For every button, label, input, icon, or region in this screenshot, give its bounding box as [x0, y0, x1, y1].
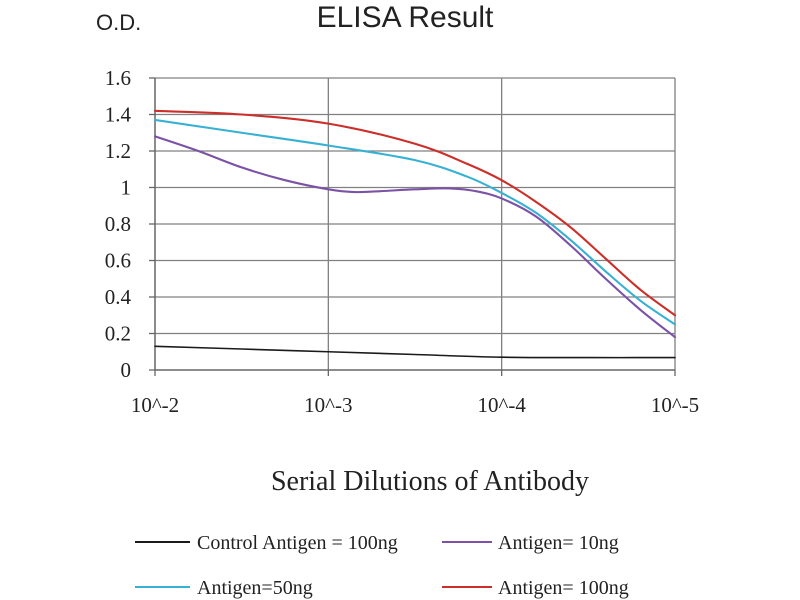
axes-layer: [149, 77, 676, 376]
legend-label: Control Antigen = 100ng: [197, 532, 398, 554]
y-tick-label: 0.2: [105, 322, 131, 346]
legend: Control Antigen = 100ng Antigen= 10ng Anti…: [135, 532, 629, 599]
legend-label: Antigen= 10ng: [498, 532, 619, 554]
chart-title: ELISA Result: [317, 1, 494, 34]
y-tick-label: 0.6: [105, 249, 131, 273]
series-line: [153, 118, 677, 326]
y-tick-label: 1.4: [105, 103, 132, 127]
y-tick-label: 1.6: [105, 66, 131, 90]
y-tick-label: 0: [121, 358, 132, 382]
legend-label: Antigen= 100ng: [498, 577, 629, 599]
y-tick-label: 0.8: [105, 212, 131, 236]
series-line: [154, 345, 676, 359]
y-axis-label: O.D.: [96, 10, 141, 35]
x-tick-label: 10^-5: [651, 393, 699, 417]
x-tick-label: 10^-3: [304, 393, 352, 417]
x-tick-label: 10^-2: [131, 393, 179, 417]
x-axis-label: Serial Dilutions of Antibody: [271, 466, 589, 497]
y-tick-label: 0.4: [105, 285, 132, 309]
legend-label: Antigen=50ng: [197, 577, 313, 599]
series-lines-layer: [153, 109, 677, 359]
series-line: [153, 109, 677, 317]
y-tick-label: 1.2: [105, 139, 131, 163]
x-tick-label: 10^-4: [477, 393, 526, 417]
y-tick-label: 1: [121, 176, 132, 200]
tick-labels-layer: 0 0.2 0.4 0.6 0.8 1 1.2 1.4 1.6 10^-2 10^-3 10^-4 10…: [105, 66, 699, 417]
series-line: [153, 135, 677, 339]
grid-layer: [155, 77, 676, 370]
